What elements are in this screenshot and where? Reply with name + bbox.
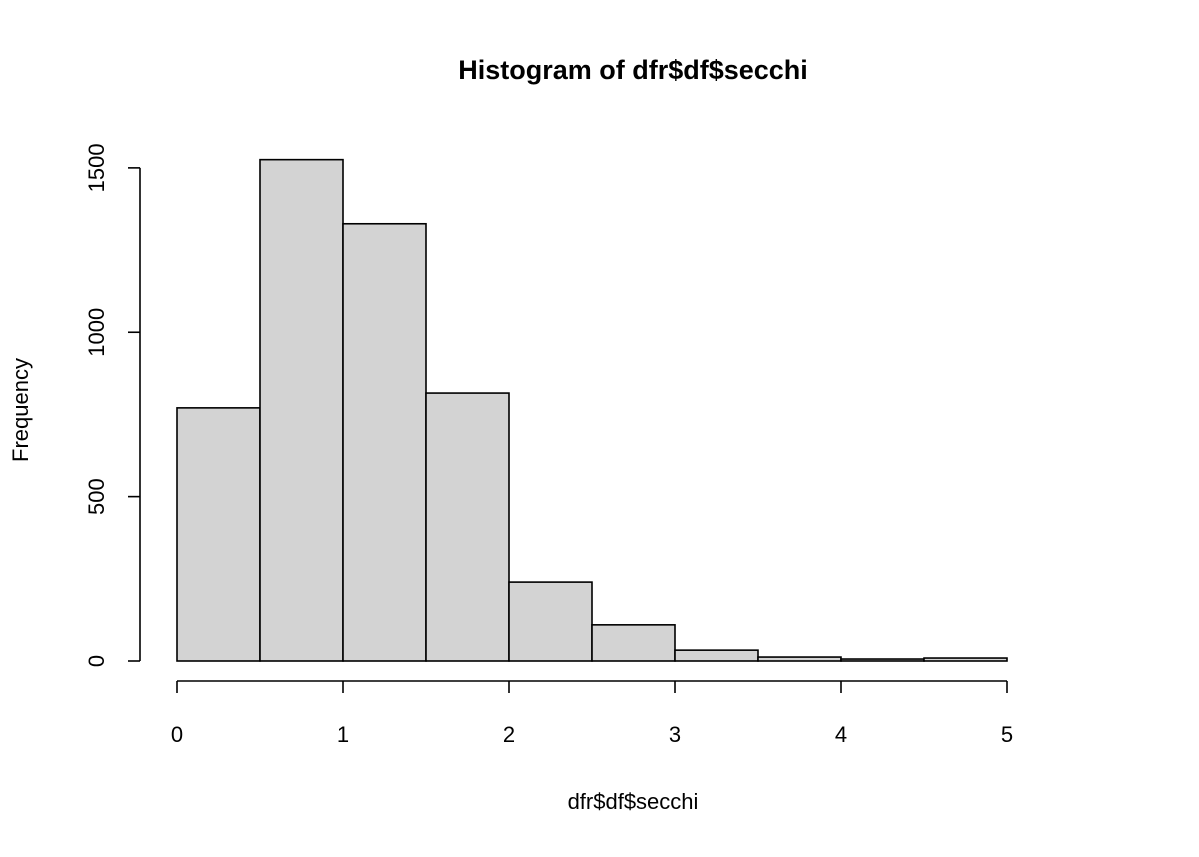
bar (342, 222, 427, 662)
bar (840, 658, 925, 662)
x-tick-label: 0 (171, 722, 183, 747)
bar (259, 158, 344, 662)
bar (176, 407, 261, 662)
bar (674, 649, 759, 662)
bar (591, 624, 676, 662)
y-tick-label: 1000 (84, 308, 109, 357)
x-tick-label: 1 (337, 722, 349, 747)
x-tick-label: 5 (1001, 722, 1013, 747)
chart-title: Histogram of dfr$df$secchi (458, 55, 808, 85)
x-axis-label: dfr$df$secchi (568, 789, 699, 814)
y-tick-label: 0 (84, 655, 109, 667)
bar (757, 656, 842, 662)
y-axis-label: Frequency (8, 358, 33, 462)
x-tick-label: 3 (669, 722, 681, 747)
y-tick-label: 1500 (84, 143, 109, 192)
y-tick-label: 500 (84, 478, 109, 515)
x-tick-label: 4 (835, 722, 847, 747)
bar (425, 392, 510, 662)
bar (923, 657, 1008, 662)
bar (508, 581, 593, 662)
x-tick-label: 2 (503, 722, 515, 747)
